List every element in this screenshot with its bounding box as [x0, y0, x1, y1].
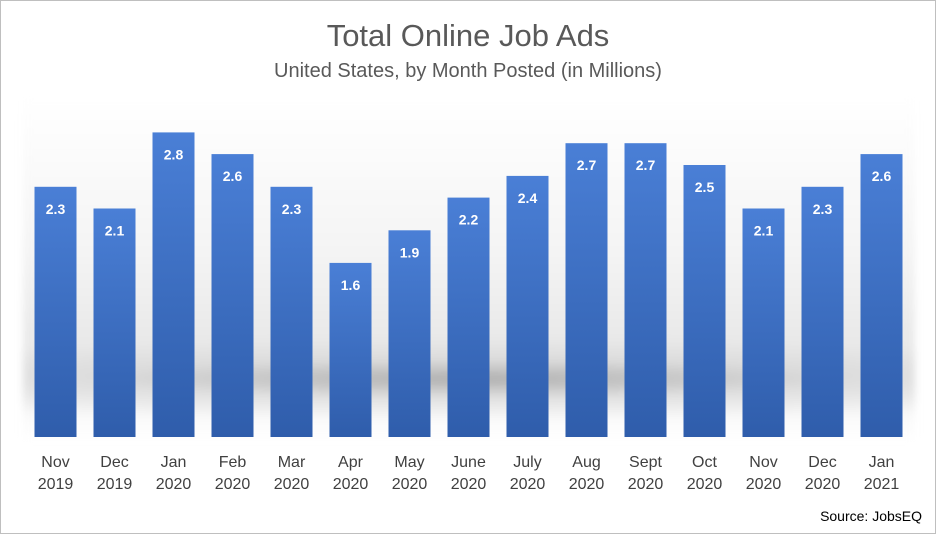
data-label: 1.6: [341, 277, 361, 293]
bar: [683, 165, 726, 437]
x-tick-label-year: 2020: [333, 476, 369, 493]
x-tick-label-month: Aug: [572, 454, 600, 471]
x-tick-label-month: Apr: [338, 454, 364, 471]
bar: [329, 262, 372, 437]
x-tick-label-month: Jan: [161, 454, 187, 471]
bar: [270, 186, 313, 437]
x-tick-label-month: Nov: [749, 454, 777, 471]
data-label: 2.3: [813, 201, 833, 217]
data-label: 2.1: [754, 223, 774, 239]
x-tick-label-year: 2020: [746, 476, 782, 493]
x-tick-label-month: May: [394, 454, 424, 471]
x-tick-label-year: 2021: [864, 476, 900, 493]
data-label: 2.8: [164, 146, 184, 162]
x-tick-label-month: July: [513, 454, 541, 471]
x-tick-label-year: 2020: [510, 476, 546, 493]
bar: [860, 154, 903, 437]
bar: [388, 230, 431, 437]
data-label: 2.1: [105, 223, 125, 239]
x-tick-label-year: 2019: [97, 476, 133, 493]
bar: [152, 132, 195, 437]
data-label: 2.7: [577, 157, 597, 173]
x-tick-label-year: 2020: [569, 476, 605, 493]
data-label: 2.6: [872, 168, 892, 184]
bar: [34, 186, 77, 437]
x-tick-label-month: Dec: [100, 454, 128, 471]
x-tick-label-year: 2020: [156, 476, 192, 493]
bar: [93, 208, 136, 437]
x-tick-label-month: Mar: [278, 454, 306, 471]
bar: [801, 186, 844, 437]
data-label: 2.4: [518, 190, 538, 206]
bar: [742, 208, 785, 437]
bars: [34, 132, 903, 437]
x-tick-label-month: Dec: [808, 454, 836, 471]
x-tick-label-month: Sept: [629, 454, 662, 471]
x-tick-label-year: 2020: [628, 476, 664, 493]
x-tick-label-year: 2020: [392, 476, 428, 493]
x-tick-label-year: 2020: [451, 476, 487, 493]
x-tick-label-year: 2020: [687, 476, 723, 493]
x-tick-label-month: Feb: [219, 454, 247, 471]
data-label: 1.9: [400, 244, 420, 260]
bar: [447, 197, 490, 437]
chart-title: Total Online Job Ads: [326, 18, 610, 53]
data-label: 2.3: [282, 201, 302, 217]
bar: [211, 154, 254, 437]
x-tick-label-month: June: [451, 454, 486, 471]
x-tick-label-month: Jan: [869, 454, 895, 471]
data-label: 2.5: [695, 179, 715, 195]
x-tick-label-year: 2020: [274, 476, 310, 493]
data-label: 2.2: [459, 212, 479, 228]
x-axis-tick-labels: Nov 2019 Dec 2019 Jan 2020 Feb 2020 Mar 2020 Apr 20…: [38, 454, 900, 493]
bar: [624, 143, 667, 437]
x-tick-label-month: Oct: [692, 454, 717, 471]
source-note: Source: JobsEQ: [820, 508, 922, 524]
data-label: 2.7: [636, 157, 656, 173]
data-labels: 2.3 2.1 2.8 2.6 2.3 1.6 1.9 2.2 2.4 2.7 2.7 2.5 2.1 2…: [46, 146, 892, 293]
x-tick-label-month: Nov: [41, 454, 69, 471]
x-tick-label-year: 2020: [215, 476, 251, 493]
chart-subtitle: United States, by Month Posted (in Milli…: [274, 60, 662, 82]
data-label: 2.3: [46, 201, 66, 217]
data-label: 2.6: [223, 168, 243, 184]
x-tick-label-year: 2019: [38, 476, 74, 493]
bar: [565, 143, 608, 437]
x-tick-label-year: 2020: [805, 476, 841, 493]
bar: [506, 175, 549, 437]
